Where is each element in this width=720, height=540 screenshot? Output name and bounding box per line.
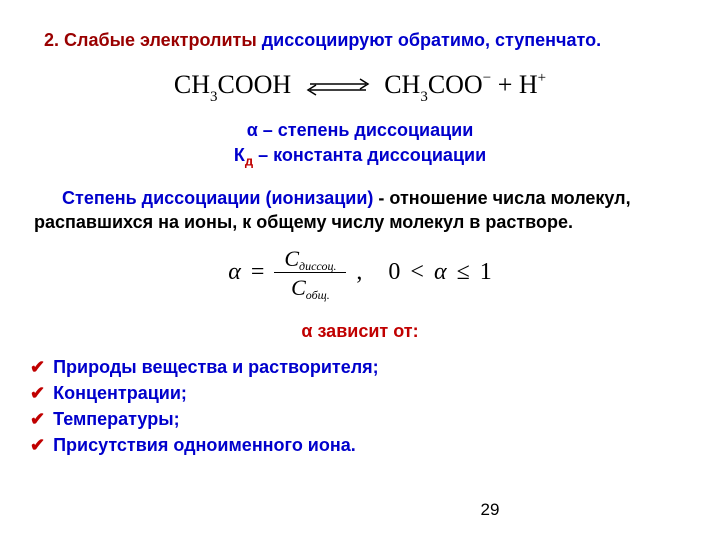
list-item: ✔ Природы вещества и растворителя; bbox=[30, 354, 690, 380]
check-icon: ✔ bbox=[30, 406, 45, 432]
eq2-comma: , bbox=[356, 259, 362, 286]
eq1-minus: − bbox=[483, 70, 491, 86]
kd-sub: д bbox=[245, 153, 253, 168]
eq1-plus-h: + H bbox=[491, 70, 537, 99]
depends-title: α зависит от: bbox=[30, 321, 690, 342]
eq2-denominator: Cобщ. bbox=[291, 276, 330, 299]
slide: 2. Слабые электролиты диссоциируют обрат… bbox=[0, 0, 720, 540]
eq2-one: 1 bbox=[480, 259, 492, 286]
eq2-num-C: C bbox=[284, 246, 299, 271]
alpha-def-text: – степень диссоциации bbox=[258, 120, 474, 140]
eq1-ch-left: CH bbox=[174, 70, 210, 99]
alpha-definition: α – степень диссоциации bbox=[30, 118, 690, 142]
equilibrium-arrows-icon bbox=[302, 75, 374, 99]
list-item: ✔ Присутствия одноименного иона. bbox=[30, 432, 690, 458]
eq1-cooh: COOH bbox=[218, 70, 292, 99]
depends-list: ✔ Природы вещества и растворителя; ✔ Кон… bbox=[30, 354, 690, 458]
list-item: ✔ Концентрации; bbox=[30, 380, 690, 406]
eq2-zero: 0 bbox=[388, 259, 400, 286]
eq1-sub3-right: 3 bbox=[420, 89, 428, 105]
list-item-label: Природы вещества и растворителя; bbox=[53, 354, 379, 380]
list-item-label: Температуры; bbox=[53, 406, 179, 432]
check-icon: ✔ bbox=[30, 354, 45, 380]
eq2-num-sub: диссоц. bbox=[299, 259, 336, 273]
eq1-coo: COO bbox=[428, 70, 483, 99]
heading-strong: 2. Слабые электролиты bbox=[44, 30, 257, 50]
heading-tail: диссоциируют обратимо, ступенчато. bbox=[257, 30, 601, 50]
list-item-label: Концентрации; bbox=[53, 380, 187, 406]
eq2-den-C: C bbox=[291, 275, 306, 300]
alpha-symbol: α bbox=[247, 120, 258, 140]
eq2-numerator: Cдиссоц. bbox=[284, 247, 336, 270]
eq2-eq: = bbox=[251, 259, 265, 286]
definitions: α – степень диссоциации Кд – константа д… bbox=[30, 118, 690, 169]
list-item: ✔ Температуры; bbox=[30, 406, 690, 432]
kd-definition: Кд – константа диссоциации bbox=[30, 143, 690, 170]
heading-line: 2. Слабые электролиты диссоциируют обрат… bbox=[30, 28, 690, 52]
eq2-alpha: α bbox=[228, 259, 241, 286]
check-icon: ✔ bbox=[30, 380, 45, 406]
eq2-lt: < bbox=[410, 259, 424, 286]
kd-rest: – константа диссоциации bbox=[253, 145, 486, 165]
list-item-label: Присутствия одноименного иона. bbox=[53, 432, 356, 458]
degree-term: Степень диссоциации (ионизации) bbox=[62, 188, 373, 208]
degree-paragraph: Степень диссоциации (ионизации) - отноше… bbox=[30, 186, 690, 235]
page-number: 29 bbox=[0, 500, 720, 520]
eq2-le: ≤ bbox=[457, 259, 470, 286]
eq2-den-sub: общ. bbox=[306, 288, 330, 302]
equation-dissociation: CH3COOH CH3COO− + H+ bbox=[30, 70, 690, 104]
eq1-plus-sup: + bbox=[538, 70, 546, 86]
eq1-sub3-left: 3 bbox=[210, 89, 218, 105]
kd-K: К bbox=[234, 145, 245, 165]
eq2-alpha2: α bbox=[434, 259, 447, 286]
check-icon: ✔ bbox=[30, 432, 45, 458]
eq2-fraction: Cдиссоц. Cобщ. bbox=[274, 247, 346, 299]
equation-alpha: α = Cдиссоц. Cобщ. , 0 < α ≤ 1 bbox=[30, 247, 690, 299]
eq1-ch-right: CH bbox=[384, 70, 420, 99]
